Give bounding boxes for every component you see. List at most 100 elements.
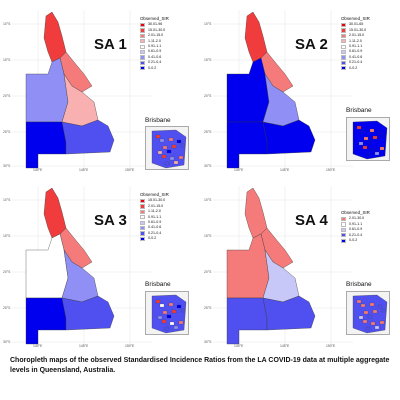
x-tick-label: 140°E [234, 168, 244, 172]
legend-item: 2.01-30.0 [341, 216, 370, 222]
x-tick-label: 140°E [234, 344, 244, 348]
legend-swatch [140, 49, 145, 55]
brisbane-inset-map [151, 294, 187, 334]
qld-regions [226, 187, 316, 345]
legend-item: 0.41-0.6 [140, 225, 169, 231]
legend-item: 0-0.2 [341, 66, 370, 71]
inset-subregion [161, 154, 167, 159]
legend-label: 0.91-1.1 [349, 43, 363, 48]
x-tick-label: 150°E [326, 344, 336, 348]
y-tick-label: 20°S [204, 94, 212, 98]
inset-subregion [377, 130, 383, 135]
legend-swatch [341, 217, 346, 222]
region-3 [226, 121, 268, 169]
legend-swatch [341, 66, 346, 71]
region-5 [262, 119, 316, 155]
y-tick-label: 20°S [3, 94, 11, 98]
inset-subregion [168, 302, 174, 307]
region-0 [244, 11, 268, 63]
legend-swatch [140, 55, 145, 60]
legend-label: 2.01-30.0 [349, 216, 365, 221]
legend-swatch [140, 60, 145, 65]
inset-subregion [372, 309, 378, 314]
y-tick-label: 20°S [3, 270, 11, 274]
brisbane-inset [346, 291, 390, 335]
inset-subregion [367, 140, 373, 145]
brisbane-inset-map [352, 294, 388, 334]
x-tick-label: 145°E [79, 344, 89, 348]
legend-swatch [341, 23, 346, 28]
legend-item: 2.01-15.0 [140, 33, 169, 38]
inset-subregion [161, 319, 167, 324]
legend: Observed_SIR 30.01-96 15.01-30.0 2.01-15.0… [140, 16, 169, 71]
figure-caption: Choropleth maps of the observed Standard… [10, 357, 390, 374]
inset-subregion [369, 128, 375, 133]
inset-subregion [360, 303, 366, 308]
legend-item: 0.61-0.9 [341, 49, 370, 55]
inset-subregion [363, 310, 369, 315]
legend-label: 0.91-1.1 [148, 43, 162, 48]
inset-subregion [169, 156, 175, 161]
legend-item: 30.01-65 [341, 22, 370, 28]
region-2 [25, 57, 69, 123]
inset-subregion [159, 303, 165, 308]
legend-swatch [140, 225, 145, 231]
brisbane-inset [346, 117, 390, 161]
legend-swatch [341, 28, 346, 33]
legend-swatch [140, 44, 145, 49]
x-tick-label: 145°E [79, 168, 89, 172]
panel-sa2: 140°E 145°E 150°E 10°S 15°S 20°S 25°S 30°S SA 2… [203, 2, 398, 172]
y-tick-label: 25°S [204, 306, 212, 310]
legend-label: 0.41-0.6 [148, 54, 162, 59]
inset-subregion [176, 139, 182, 144]
inset-subregion [180, 308, 186, 313]
qld-regions [25, 11, 115, 169]
panel-sa4: 140°E 145°E 150°E 10°S 15°S 20°S 25°S 30°S SA 4… [203, 178, 398, 348]
legend-item: 0.21-0.4 [140, 60, 169, 65]
legend-item: 0.21-0.4 [341, 60, 370, 65]
legend-swatch [140, 66, 145, 71]
panel-sa3: 140°E 145°E 150°E 10°S 15°S 20°S 25°S 30°S SA 3… [2, 178, 197, 348]
inset-subregion [377, 304, 383, 309]
inset-subregion [356, 125, 362, 130]
inset-subregion [374, 151, 380, 156]
legend-item: 0.91-1.1 [140, 44, 169, 49]
legend: Observed_SIR 2.01-30.0 0.91-1.1 0.61-0.9 0.… [341, 210, 370, 243]
inset-subregion [180, 143, 186, 148]
legend-label: 0-0.2 [349, 65, 358, 70]
inset-subregion [360, 129, 366, 134]
legend-label: 0.91-1.1 [148, 214, 162, 219]
legend-swatch [140, 231, 145, 236]
y-tick-label: 25°S [204, 130, 212, 134]
legend-item: 15.01-30.0 [341, 28, 370, 33]
region-3 [226, 297, 268, 345]
y-tick-label: 10°S [3, 22, 11, 26]
legend-item: 0.91-1.1 [140, 215, 169, 220]
legend-swatch [341, 33, 346, 38]
y-tick-label: 15°S [3, 58, 11, 62]
legend-swatch [140, 39, 145, 44]
legend-title: Observed_SIR [140, 16, 169, 21]
y-tick-label: 10°S [204, 198, 212, 202]
legend-label: 0.61-0.9 [148, 49, 162, 54]
legend-swatch [140, 215, 145, 220]
legend-label: 15.01-30.0 [148, 198, 166, 203]
legend-item: 1.11-2.0 [341, 39, 370, 44]
inset-subregion [178, 320, 184, 325]
inset-subregion [358, 315, 364, 320]
legend-label: 0.21-0.4 [148, 60, 162, 65]
inset-label: Brisbane [346, 107, 372, 114]
x-tick-label: 140°E [33, 168, 43, 172]
legend-swatch [341, 238, 346, 243]
inset-subregion [363, 136, 369, 141]
panel-title: SA 3 [94, 212, 127, 229]
region-0 [43, 187, 67, 239]
y-tick-label: 15°S [204, 58, 212, 62]
region-5 [61, 119, 115, 155]
region-3 [25, 121, 67, 169]
legend-swatch [341, 222, 346, 227]
legend-swatch [341, 227, 346, 232]
legend-label: 0.61-0.9 [349, 227, 363, 232]
inset-subregion [369, 302, 375, 307]
inset-subregion [381, 308, 387, 313]
